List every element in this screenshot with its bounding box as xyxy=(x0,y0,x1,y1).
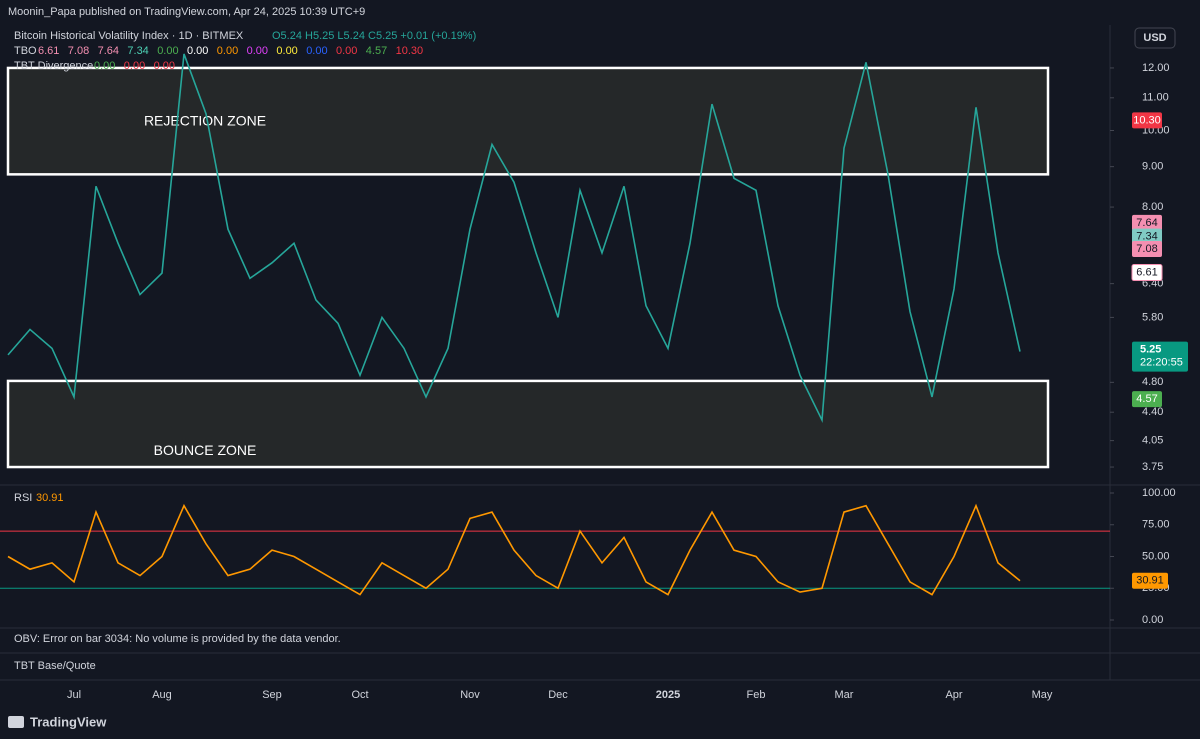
x-tick-label: Feb xyxy=(747,689,766,701)
indicator-reading: 6.61 xyxy=(38,45,59,57)
indicator-reading: 0.00 xyxy=(187,45,208,57)
indicator-reading: 7.64 xyxy=(98,45,119,57)
current-price-box xyxy=(1132,341,1188,372)
price-label: 7.08 xyxy=(1136,243,1157,255)
series-line xyxy=(7,503,1021,596)
y-tick-label: 50.00 xyxy=(1142,550,1170,562)
logo-icon xyxy=(8,716,24,728)
y-tick-label: 4.40 xyxy=(1142,406,1163,418)
current-rsi: 30.91 xyxy=(1136,575,1164,587)
zone xyxy=(6,379,1050,469)
y-tick-label: 75.00 xyxy=(1142,519,1170,531)
indicator-reading: 0.00 xyxy=(306,45,327,57)
countdown: 22:20:55 xyxy=(1140,356,1183,368)
series-line xyxy=(7,53,1021,424)
indicator-name: TBO xyxy=(14,45,37,57)
y-tick-label: 11.00 xyxy=(1142,92,1169,104)
obv-message: OBV: Error on bar 3034: No volume is pro… xyxy=(14,633,341,645)
indicator-reading: 0.00 xyxy=(94,60,115,72)
y-tick-label: 4.80 xyxy=(1142,376,1163,388)
legend-title: RSI xyxy=(14,492,32,504)
indicator-reading: 0.00 xyxy=(157,45,178,57)
x-tick-label: Mar xyxy=(835,689,854,701)
x-tick-label: Jul xyxy=(67,689,81,701)
indicator-reading: 0.00 xyxy=(276,45,297,57)
current-rsi-box xyxy=(1132,572,1168,589)
indicator-reading: 7.34 xyxy=(127,45,148,57)
indicator-reading: 7.08 xyxy=(68,45,89,57)
x-tick-label: Aug xyxy=(152,689,172,701)
indicator-reading: 0.00 xyxy=(154,60,175,72)
zone-label: BOUNCE ZONE xyxy=(154,442,257,458)
y-tick-label: 0.00 xyxy=(1142,614,1163,626)
publisher: Moonin_Papa published on TradingView.com… xyxy=(8,6,365,18)
indicator-reading: 10.30 xyxy=(396,45,424,57)
x-tick-label: Dec xyxy=(548,689,568,701)
footer-logo: TradingView xyxy=(30,714,107,729)
indicator-reading: 0.00 xyxy=(336,45,357,57)
price-label: 10.30 xyxy=(1133,114,1161,126)
indicator-reading: 0.00 xyxy=(217,45,238,57)
indicator-reading: 0.00 xyxy=(247,45,268,57)
currency[interactable]: USD xyxy=(1143,32,1166,44)
price-label: 4.57 xyxy=(1136,393,1157,405)
price-label-box xyxy=(1132,240,1162,257)
y-tick-label: 12.00 xyxy=(1142,62,1170,74)
legend-value: 30.91 xyxy=(36,492,64,504)
x-tick-label: 2025 xyxy=(656,689,680,701)
x-tick-label: May xyxy=(1032,689,1053,701)
price-label-box xyxy=(1132,391,1162,408)
price-label-box xyxy=(1132,228,1162,245)
zone-label: REJECTION ZONE xyxy=(144,113,266,129)
price-label-box xyxy=(1131,264,1163,282)
x-tick-label: Apr xyxy=(945,689,962,701)
legend-title: Bitcoin Historical Volatility Index · 1D… xyxy=(14,30,244,42)
x-tick-label: Oct xyxy=(351,689,368,701)
currency-button[interactable] xyxy=(1134,27,1176,49)
y-tick-label: 8.00 xyxy=(1142,201,1163,213)
current-price: 5.25 xyxy=(1140,343,1161,355)
price-label: 7.34 xyxy=(1136,231,1157,243)
price-label: 6.61 xyxy=(1136,266,1157,278)
price-label: 7.64 xyxy=(1136,217,1157,229)
y-tick-label: 3.75 xyxy=(1142,461,1163,473)
y-tick-label: 9.00 xyxy=(1142,161,1163,173)
price-label-box xyxy=(1132,214,1162,231)
price-label-box xyxy=(1132,112,1162,129)
indicator-name: TBT Divergence xyxy=(14,60,93,72)
x-tick-label: Sep xyxy=(262,689,282,701)
indicator-reading: 4.57 xyxy=(366,45,387,57)
y-tick-label: 4.05 xyxy=(1142,435,1163,447)
x-tick-label: Nov xyxy=(460,689,480,701)
indicator-reading: 0.00 xyxy=(124,60,145,72)
legend-ohlc: O5.24 H5.25 L5.24 C5.25 +0.01 (+0.19%) xyxy=(272,30,476,42)
y-tick-label: 100.00 xyxy=(1142,487,1176,499)
y-tick-label: 5.80 xyxy=(1142,311,1163,323)
tbt-title: TBT Base/Quote xyxy=(14,660,96,672)
